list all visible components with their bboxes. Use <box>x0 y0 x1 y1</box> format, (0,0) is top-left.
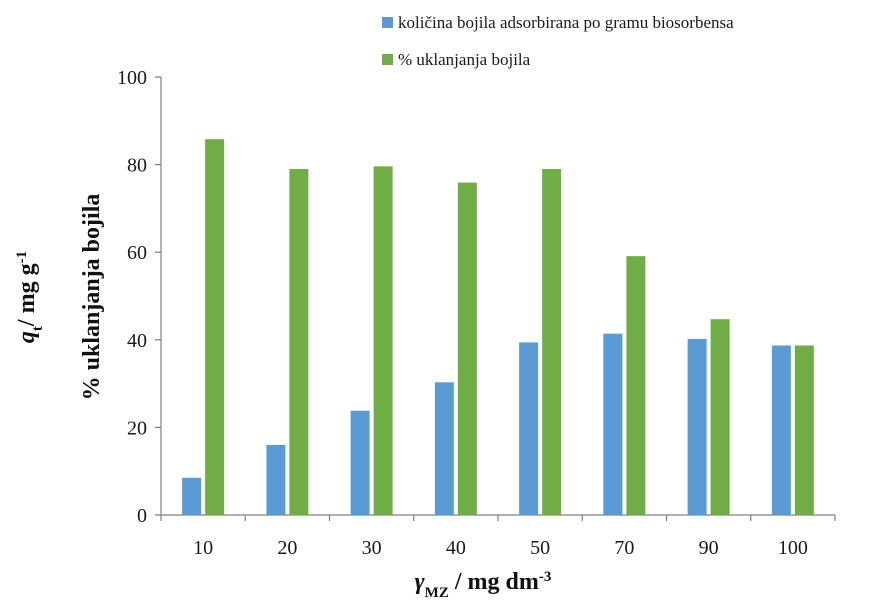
bar-series-1-70 <box>603 333 623 515</box>
x-tick-label: 30 <box>362 537 382 559</box>
bar-series-2-90 <box>710 319 730 515</box>
y-tick-label: 0 <box>137 505 147 527</box>
bar-series-2-30 <box>373 166 393 516</box>
legend-swatch-series-1 <box>382 17 393 28</box>
y-title-unit: / mg g <box>14 263 40 327</box>
y-axis-title-2: % uklanjanja bojila <box>79 194 105 401</box>
x-tick-label: 90 <box>699 537 719 559</box>
bar-series-2-10 <box>205 139 225 516</box>
y-title-symbol: q <box>14 331 40 343</box>
y-title-line-2: % uklanjanja bojila <box>79 194 105 401</box>
x-tick-label: 50 <box>530 537 550 559</box>
bar-series-1-30 <box>350 410 370 515</box>
x-tick-label: 20 <box>277 537 297 559</box>
bar-series-2-40 <box>457 182 477 516</box>
y-tick-label: 40 <box>127 330 147 352</box>
bar-series-1-40 <box>434 382 454 515</box>
x-tick-label: 100 <box>778 537 808 559</box>
x-title-symbol: γ <box>415 569 425 595</box>
x-ticks: 10 20 30 40 50 70 90 100 <box>160 515 836 559</box>
legend-label-series-1: količina bojila adsorbirana po gramu bio… <box>398 13 734 32</box>
legend-label-series-2: % uklanjanja bojila <box>398 50 531 69</box>
bar-series-2-20 <box>289 168 309 516</box>
bar-series-1-50 <box>519 342 539 515</box>
y-ticks: 0 20 40 60 80 100 <box>117 67 161 527</box>
bars <box>182 139 814 516</box>
y-tick-label: 20 <box>127 417 147 439</box>
bar-series-1-20 <box>266 444 286 515</box>
legend: količina bojila adsorbirana po gramu bio… <box>382 13 734 69</box>
x-title-subscript: MZ <box>425 585 449 600</box>
x-title-unit: / mg dm <box>449 569 539 595</box>
bar-series-2-70 <box>626 256 646 515</box>
y-title-subscript: t <box>30 326 46 331</box>
bar-series-2-100 <box>794 345 814 515</box>
y-title-superscript: -1 <box>14 251 30 264</box>
x-tick-label: 10 <box>193 537 213 559</box>
x-tick-label: 70 <box>614 537 634 559</box>
y-tick-label: 60 <box>127 242 147 264</box>
x-title-superscript: -3 <box>539 569 552 585</box>
y-axis-title: qt/ mg g-1 <box>14 251 46 343</box>
y-tick-label: 80 <box>127 155 147 177</box>
bar-series-1-100 <box>771 345 791 515</box>
legend-swatch-series-2 <box>382 54 393 65</box>
y-tick-label: 100 <box>117 67 147 89</box>
x-tick-label: 40 <box>446 537 466 559</box>
bar-series-1-90 <box>687 338 707 515</box>
x-axis-title: γMZ / mg dm-3 <box>415 569 552 600</box>
bar-series-1-10 <box>182 477 202 515</box>
svg-text:qt/ mg g-1: qt/ mg g-1 <box>14 251 46 343</box>
bar-series-2-50 <box>542 168 562 516</box>
